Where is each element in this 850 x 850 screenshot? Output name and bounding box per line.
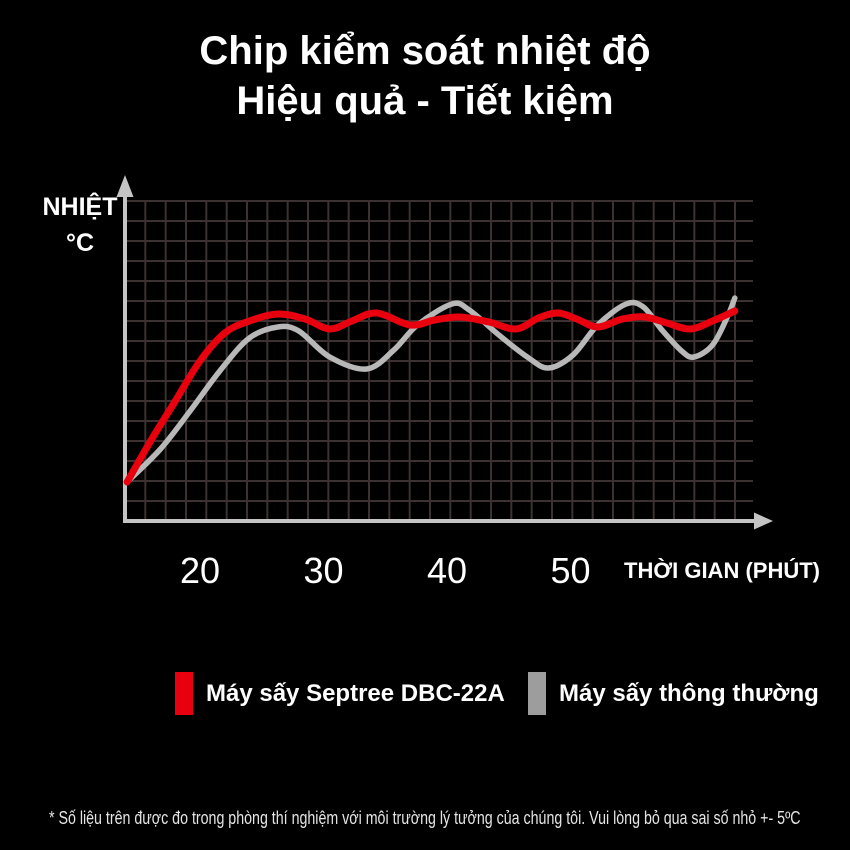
legend-item-septree: Máy sấy Septree DBC-22A bbox=[175, 672, 505, 715]
y-axis-label-text: NHIỆT bbox=[42, 193, 118, 221]
legend-label-septree: Máy sấy Septree DBC-22A bbox=[206, 679, 505, 707]
title-line-2: Hiệu quả - Tiết kiệm bbox=[236, 79, 614, 123]
legend-label-conventional: Máy sấy thông thường bbox=[559, 679, 819, 707]
y-axis-arrow-icon bbox=[116, 175, 134, 197]
page-title: Chip kiểm soát nhiệt độ Hiệu quả - Tiết … bbox=[0, 26, 850, 126]
x-tick-label: 50 bbox=[550, 550, 591, 591]
title-line-1: Chip kiểm soát nhiệt độ bbox=[199, 29, 651, 73]
series-line-septree-dbc22a bbox=[123, 307, 739, 486]
axes bbox=[116, 175, 773, 530]
x-axis-arrow-icon bbox=[754, 512, 773, 530]
grid-lines bbox=[124, 200, 753, 521]
legend-swatch-gray bbox=[528, 672, 546, 715]
y-axis-unit: °C bbox=[65, 229, 95, 257]
x-tick-label: 40 bbox=[426, 550, 468, 591]
x-tick-label: 30 bbox=[303, 550, 344, 591]
legend-swatch-red bbox=[175, 672, 193, 715]
x-axis-line bbox=[123, 519, 756, 523]
y-axis-label: NHIỆT °C bbox=[37, 189, 123, 261]
x-axis-title: THỜI GIAN (PHÚT) bbox=[624, 558, 820, 583]
x-tick-label: 20 bbox=[179, 550, 221, 591]
footnote: * Số liệu trên được đo trong phòng thí n… bbox=[49, 808, 801, 828]
legend-item-conventional: Máy sấy thông thường bbox=[528, 672, 819, 715]
y-axis-line bbox=[123, 192, 127, 523]
